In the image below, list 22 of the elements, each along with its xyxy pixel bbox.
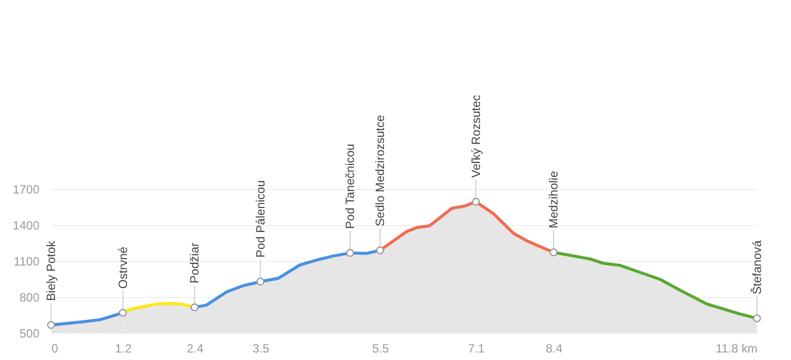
x-tick-label: 5.5 <box>372 342 390 356</box>
x-tick-label: 3.5 <box>252 342 270 356</box>
x-tick-label: 1.2 <box>114 342 132 356</box>
annotation: Sedlo Medzirozsutce <box>373 114 388 226</box>
y-tick-label: 800 <box>19 290 40 304</box>
y-tick-label: 500 <box>19 326 40 340</box>
annotation: Pod Tanečnicou <box>343 144 358 229</box>
y-tick-label: 1400 <box>12 218 40 232</box>
y-tick-label: 1700 <box>12 182 40 196</box>
y-tick-label: 1100 <box>14 254 40 268</box>
x-tick-label: 11.8 km <box>716 342 758 356</box>
annotation: Veľký Rozsutec <box>468 94 483 178</box>
x-tick-label: 8.4 <box>546 342 563 356</box>
x-tick-label: 7.1 <box>468 342 485 356</box>
annotation: Medziholie <box>546 170 561 228</box>
annotation: Podžiar <box>188 242 202 284</box>
x-tick-label: 0 <box>52 342 58 356</box>
annotation: Pod Pálenicou <box>253 180 268 258</box>
annotation: Ostrvné <box>116 246 130 289</box>
x-tick-label: 2.4 <box>186 342 204 356</box>
annotation: Štefanová <box>750 240 764 294</box>
annotation: Biely Potok <box>44 240 58 301</box>
